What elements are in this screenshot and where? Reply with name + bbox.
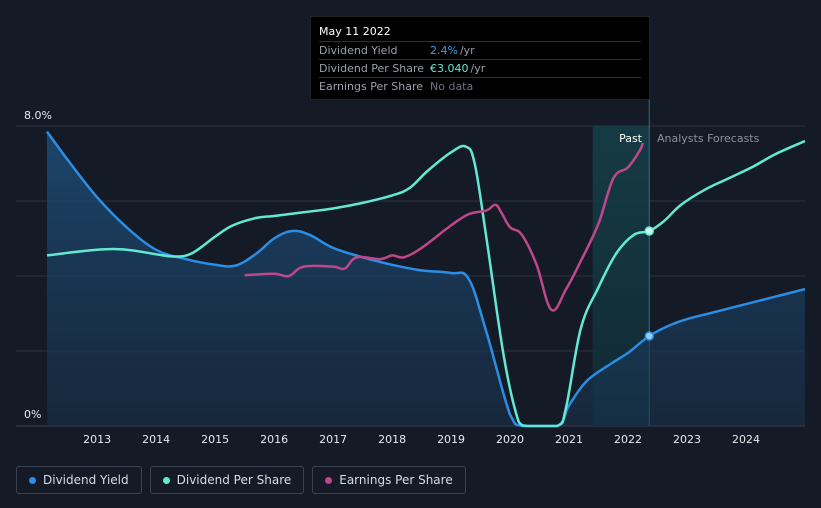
tooltip-value: €3.040 [430,62,469,75]
tooltip-value: 2.4% [430,44,458,57]
dividend-yield-dot-icon [29,476,36,484]
x-tick-label: 2016 [260,433,288,446]
dividend-per-share-dot-icon [162,476,170,484]
y-axis-bottom-label: 0% [24,408,41,421]
legend-item-dividend-per-share[interactable]: Dividend Per Share [149,466,305,494]
legend-label: Dividend Yield [43,473,129,487]
x-tick-label: 2024 [732,433,760,446]
x-axis-ticks: 2013 2014 2015 2016 2017 2018 2019 2020 2021 2022… [83,433,760,446]
analysts-forecasts-label: Analysts Forecasts [657,132,760,145]
tooltip-label: Dividend Per Share [319,62,425,75]
tooltip-row-dividend-yield: Dividend Yield 2.4% /yr [319,41,641,59]
dividend-per-share-line [46,139,806,428]
legend-label: Earnings Per Share [339,473,453,487]
legend-label: Dividend Per Share [176,473,292,487]
hover-marker-point [644,226,655,236]
legend-item-dividend-yield[interactable]: Dividend Yield [16,466,142,494]
x-tick-label: 2020 [496,433,524,446]
x-tick-label: 2019 [437,433,465,446]
x-tick-label: 2021 [555,433,583,446]
dividend-yield-area [47,131,805,426]
tooltip-label: Dividend Yield [319,44,398,57]
x-tick-label: 2017 [319,433,347,446]
tooltip-date: May 11 2022 [319,25,391,38]
x-tick-label: 2014 [142,433,170,446]
tooltip-unit: /yr [459,44,475,57]
tooltip-value: No data [430,80,474,93]
tooltip-unit: /yr [470,62,486,75]
x-tick-label: 2022 [614,433,642,446]
tooltip-label: Earnings Per Share [319,80,424,93]
tooltip-row-dividend-per-share: Dividend Per Share €3.040 /yr [319,59,641,77]
tooltip-panel: May 11 2022 Dividend Yield 2.4% /yr Divi… [310,16,650,100]
hover-marker-point [644,331,655,341]
tooltip-row-earnings-per-share: Earnings Per Share No data [319,77,641,95]
earnings-per-share-line [244,142,644,312]
x-tick-label: 2023 [673,433,701,446]
x-tick-label: 2013 [83,433,111,446]
hover-markers [644,226,655,341]
x-tick-label: 2018 [378,433,406,446]
legend: Dividend Yield Dividend Per Share Earnin… [16,466,466,494]
y-axis-top-label: 8.0% [24,109,52,122]
earnings-per-share-dot-icon [325,476,333,484]
past-label: Past [619,132,643,145]
x-tick-label: 2015 [201,433,229,446]
dividend-yield-line [45,130,806,428]
legend-item-earnings-per-share[interactable]: Earnings Per Share [312,466,466,494]
